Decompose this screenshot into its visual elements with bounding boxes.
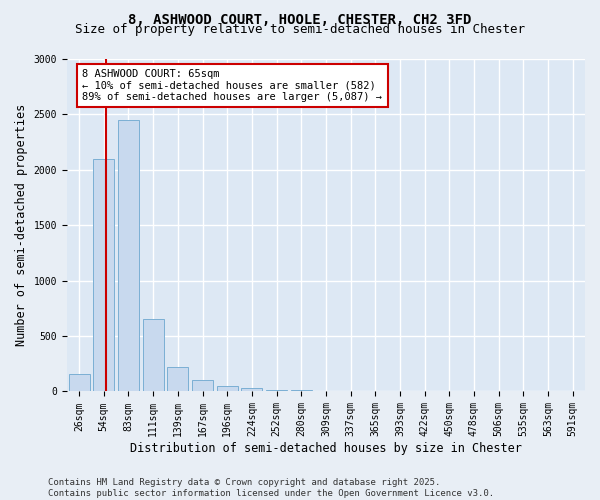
Text: Contains HM Land Registry data © Crown copyright and database right 2025.
Contai: Contains HM Land Registry data © Crown c… <box>48 478 494 498</box>
Bar <box>143 320 164 392</box>
Text: 8 ASHWOOD COURT: 65sqm
← 10% of semi-detached houses are smaller (582)
89% of se: 8 ASHWOOD COURT: 65sqm ← 10% of semi-det… <box>82 69 382 102</box>
Bar <box>68 374 89 392</box>
Bar <box>291 390 311 392</box>
Text: Size of property relative to semi-detached houses in Chester: Size of property relative to semi-detach… <box>75 22 525 36</box>
Bar <box>94 158 114 392</box>
Bar <box>192 380 213 392</box>
X-axis label: Distribution of semi-detached houses by size in Chester: Distribution of semi-detached houses by … <box>130 442 522 455</box>
Bar <box>241 388 262 392</box>
Y-axis label: Number of semi-detached properties: Number of semi-detached properties <box>15 104 28 346</box>
Bar <box>217 386 238 392</box>
Bar <box>118 120 139 392</box>
Text: 8, ASHWOOD COURT, HOOLE, CHESTER, CH2 3FD: 8, ASHWOOD COURT, HOOLE, CHESTER, CH2 3F… <box>128 12 472 26</box>
Bar <box>266 390 287 392</box>
Bar <box>316 391 337 392</box>
Bar <box>167 367 188 392</box>
